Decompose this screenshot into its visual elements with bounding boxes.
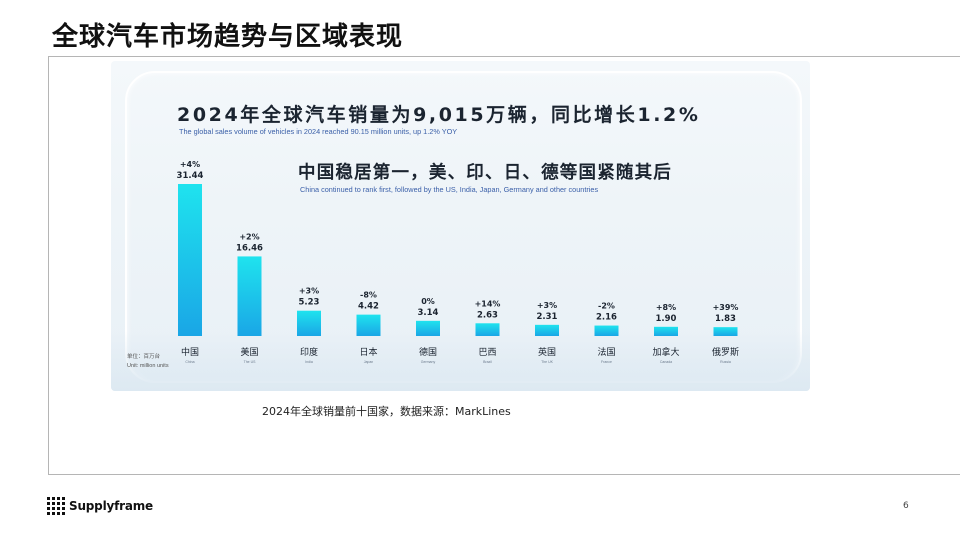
value-label: 1.83 — [715, 314, 736, 324]
growth-label: +14% — [475, 299, 501, 308]
value-label: 2.16 — [596, 313, 617, 323]
category-label-en: The US — [244, 360, 257, 364]
category-label-en: Japan — [364, 360, 374, 364]
category-label: 巴西 — [478, 347, 496, 358]
value-label: 4.42 — [358, 302, 379, 312]
growth-label: +39% — [713, 303, 739, 312]
category-label-en: Brazil — [483, 360, 492, 364]
category-label: 印度 — [300, 346, 318, 358]
slide-title: 全球汽车市场趋势与区域表现 — [52, 22, 404, 52]
category-label-en: India — [305, 360, 313, 364]
bar-china — [178, 184, 202, 336]
value-label: 1.90 — [656, 314, 677, 324]
bar-canada — [654, 326, 678, 336]
value-label: 5.23 — [299, 298, 320, 308]
growth-label: +4% — [180, 160, 200, 169]
bar-the-us — [237, 256, 262, 336]
category-label: 美国 — [240, 346, 258, 358]
growth-label: +3% — [537, 301, 557, 310]
category-label-en: The UK — [541, 360, 554, 364]
value-label: 2.31 — [537, 312, 558, 322]
bar-the-uk — [535, 324, 559, 336]
growth-label: +2% — [239, 232, 259, 241]
bar-japan — [356, 314, 381, 336]
category-label: 日本 — [359, 346, 377, 358]
category-label-en: Russia — [720, 360, 731, 364]
growth-label: 0% — [421, 297, 435, 306]
growth-label: -8% — [360, 291, 377, 300]
sales-chart-panel: 2024年全球汽车销量为9,015万辆，同比增长1.2% The global … — [111, 61, 810, 391]
category-label-en: Germany — [421, 360, 436, 364]
bar-brazil — [475, 323, 500, 336]
unit-label-en: Unit: million units — [127, 363, 169, 369]
bar-france — [594, 325, 619, 336]
category-label: 加拿大 — [652, 346, 679, 358]
chart-subtitle-en: China continued to rank first, followed … — [300, 185, 598, 194]
bottom-divider — [48, 474, 960, 475]
category-label: 法国 — [597, 346, 615, 358]
category-label: 英国 — [538, 346, 556, 358]
brand-name: Supplyframe — [69, 499, 153, 513]
chart-caption: 2024年全球销量前十国家，数据来源：MarkLines — [262, 405, 511, 418]
top-divider — [48, 56, 960, 57]
bar-india — [297, 310, 321, 336]
chart-title: 2024年全球汽车销量为9,015万辆，同比增长1.2% — [177, 103, 700, 126]
category-label: 俄罗斯 — [712, 346, 739, 358]
value-label: 3.14 — [418, 308, 439, 318]
page-number: 6 — [903, 501, 909, 511]
unit-label: 单位：百万台 — [127, 352, 161, 360]
bar-germany — [416, 320, 440, 336]
sales-bar-chart: 2024年全球汽车销量为9,015万辆，同比增长1.2% The global … — [127, 103, 739, 369]
category-label-en: Canada — [660, 360, 672, 364]
category-label: 德国 — [419, 346, 437, 358]
value-label: 16.46 — [236, 243, 263, 253]
chart-title-en: The global sales volume of vehicles in 2… — [179, 127, 457, 136]
category-label: 中国 — [181, 346, 199, 358]
bar-russia — [713, 327, 738, 336]
growth-label: +3% — [299, 287, 319, 296]
supplyframe-grid-icon — [47, 497, 65, 515]
brand-logo: Supplyframe — [47, 497, 153, 515]
category-label-en: France — [601, 360, 612, 364]
chart-floor-glow — [111, 331, 810, 391]
value-label: 2.63 — [477, 310, 498, 320]
chart-subtitle: 中国稳居第一，美、印、日、德等国紧随其后 — [298, 162, 672, 183]
growth-label: +8% — [656, 303, 676, 312]
category-label-en: China — [185, 360, 194, 364]
value-label: 31.44 — [177, 171, 204, 181]
left-divider — [48, 56, 49, 474]
growth-label: -2% — [598, 302, 615, 311]
